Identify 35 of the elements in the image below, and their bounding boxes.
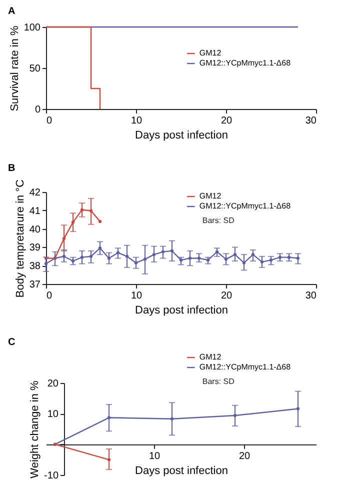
annotation: Bars: SD [202,377,235,386]
x-tick-label: 20 [220,116,232,126]
y-tick-label: 37 [29,280,41,290]
y-tick-label: 10 [47,409,59,420]
y-tick-label: 41 [29,206,41,217]
legend-label: GM12::YCpMmyc1.1-Δ68 [199,58,292,68]
y-tick-label: 38 [29,261,41,272]
legend-label: GM12::YCpMmyc1.1-Δ68 [199,202,292,210]
x-axis-title: Days post infection [135,304,228,316]
legend-label: GM12 [199,192,222,200]
y-tick-label: 39 [29,242,41,254]
y-tick-label: 0 [34,104,41,116]
x-axis-title: Days post infection [135,130,228,142]
legend-label: GM12 [199,48,222,58]
y-tick-label: 100 [24,22,41,34]
y-tick-label: 42 [29,188,41,198]
x-axis-title: Days post infection [135,464,228,477]
annotation: Bars: SD [202,216,235,225]
y-axis-title: Weight change in % [29,380,42,478]
legend-label: GM12::YCpMmyc1.1-Δ68 [199,362,292,372]
chart-title: A [8,6,16,17]
x-tick-label: 30 [305,116,317,126]
y-axis-title: Survival rate in % [8,25,21,112]
y-tick-label: 50 [29,64,41,74]
y-tick-label: 40 [29,224,41,236]
y-axis-title: Body tempretarure in °C [14,179,26,298]
x-tick-label: 10 [130,116,142,126]
legend-label: GM12 [199,352,222,362]
chart-title: C [8,337,16,348]
chart-title: B [8,162,16,174]
x-tick-label: 10 [130,290,142,302]
y-tick-label: -10 [44,470,59,482]
x-tick-label: 20 [220,290,232,302]
y-tick-label: 20 [47,378,59,390]
x-tick-label: 30 [305,290,317,302]
